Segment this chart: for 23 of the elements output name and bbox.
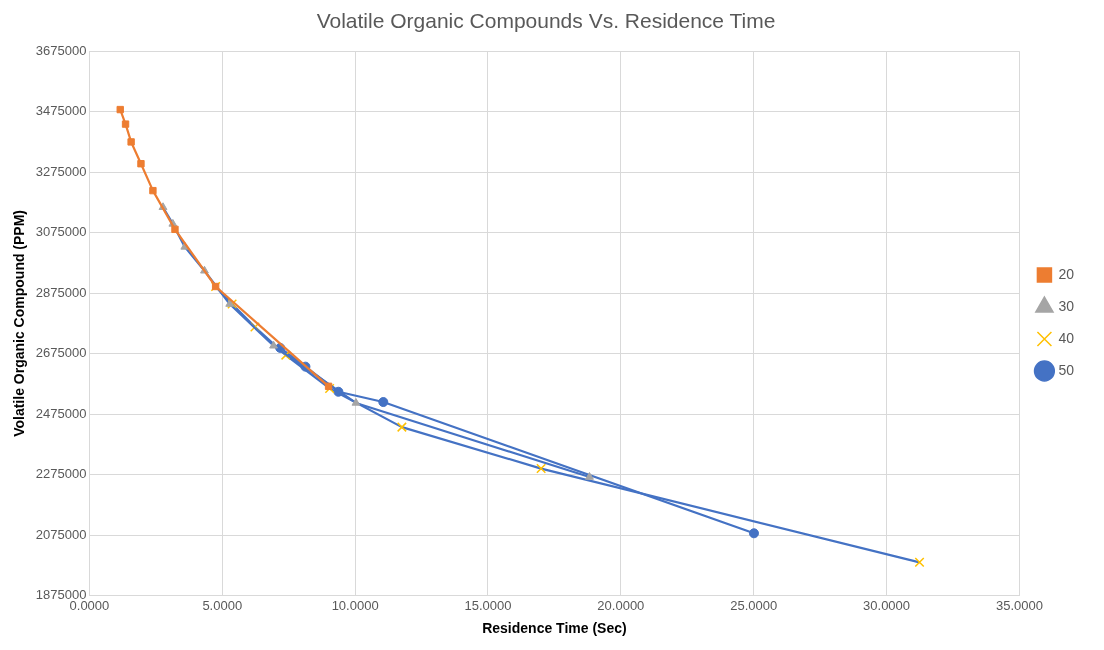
y-tick-label: 2275000 <box>35 466 87 482</box>
y-tick-label: 2675000 <box>35 345 87 361</box>
x-tick-label: 20.0000 <box>597 597 645 613</box>
y-tick-label: 3475000 <box>35 103 87 119</box>
y-tick-label: 2475000 <box>35 405 87 421</box>
y-axis-title: Volatile Organic Compound (PPM) <box>11 209 28 437</box>
y-tick-label: 3275000 <box>35 163 87 179</box>
x-tick-label: 15.0000 <box>464 597 512 613</box>
y-tick-label: 3675000 <box>35 42 87 58</box>
y-tick-label: 3075000 <box>35 224 87 240</box>
y-tick-label: 2875000 <box>35 284 87 300</box>
legend-label: 30 <box>1058 297 1075 314</box>
x-axis-title: Residence Time (Sec) <box>482 620 627 637</box>
legend-label: 50 <box>1058 361 1075 378</box>
chart-title: Volatile Organic Compounds Vs. Residence Time <box>316 9 776 33</box>
legend-label: 40 <box>1058 329 1075 346</box>
x-tick-label: 30.0000 <box>863 597 911 613</box>
y-tick-label: 2075000 <box>35 526 87 542</box>
x-tick-label: 35.0000 <box>995 597 1043 613</box>
x-tick-label: 25.0000 <box>730 597 778 613</box>
legend-label: 20 <box>1058 265 1075 282</box>
x-tick-label: 10.0000 <box>331 597 379 613</box>
x-tick-label: 5.0000 <box>202 597 243 613</box>
